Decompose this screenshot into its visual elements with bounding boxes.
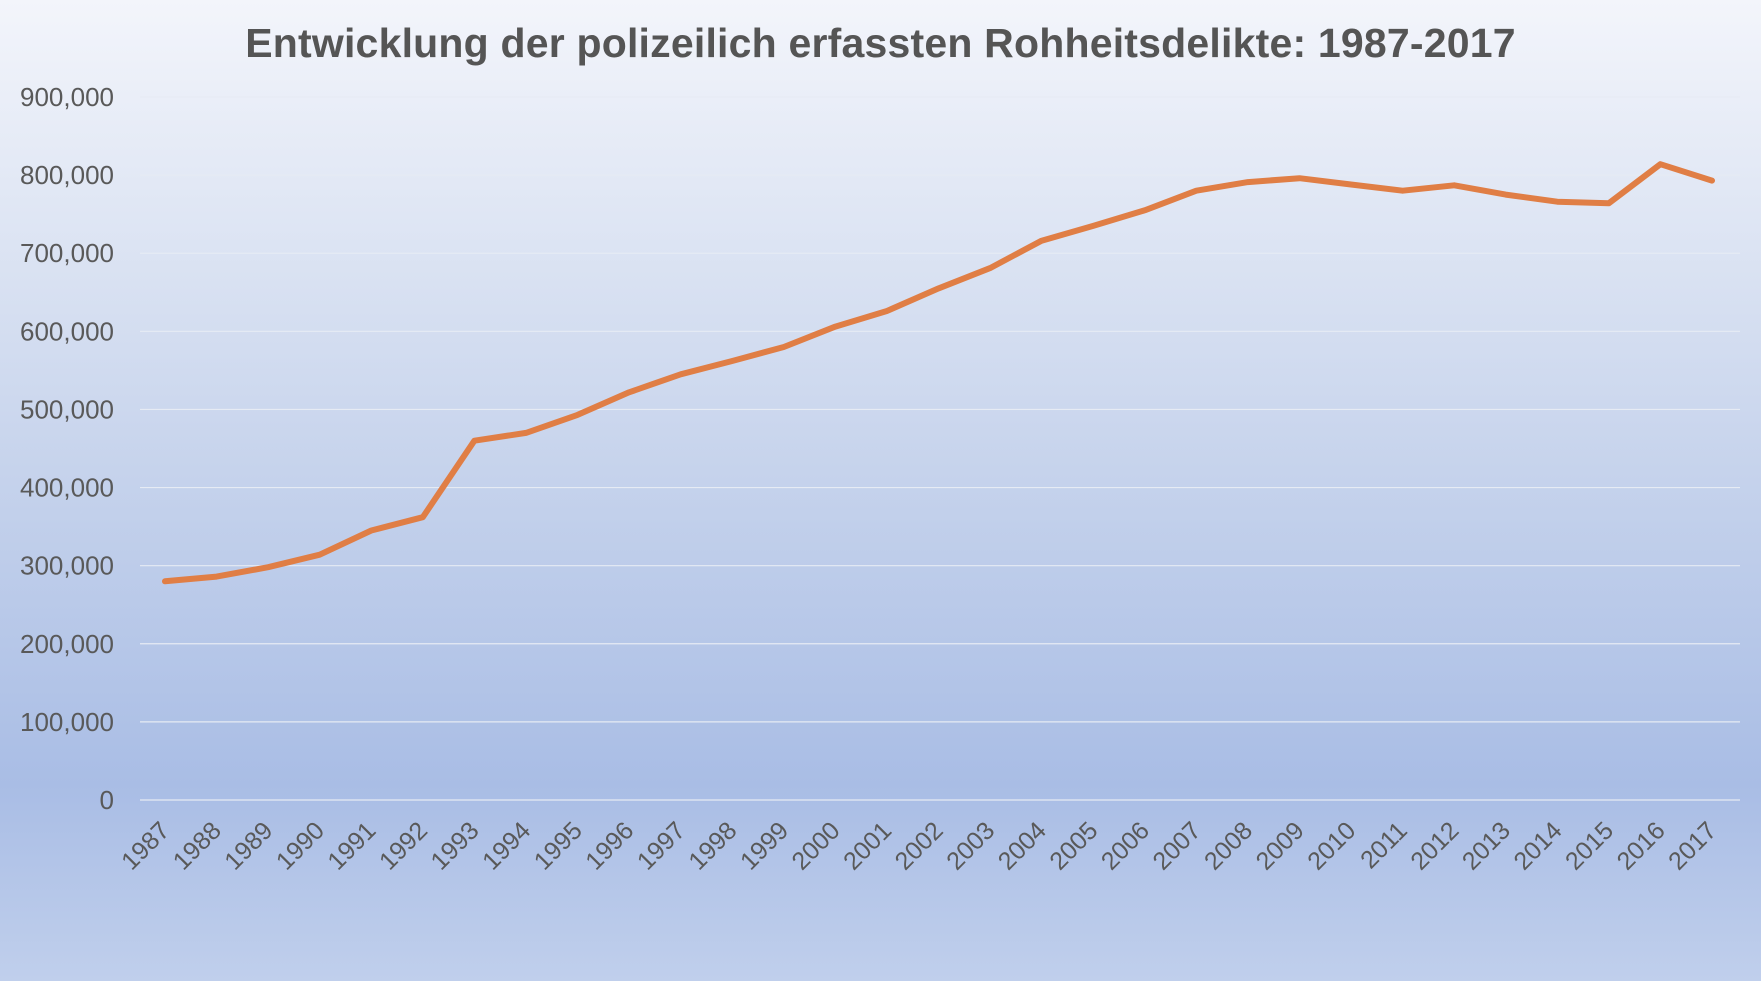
x-tick-label: 1996 (580, 816, 639, 875)
series-line (162, 161, 1715, 585)
x-tick-label: 1991 (322, 816, 381, 875)
x-tick-label: 2009 (1251, 816, 1310, 875)
x-tick-label: 2000 (786, 816, 845, 875)
y-tick-label: 500,000 (20, 394, 114, 424)
x-tick-label: 2012 (1405, 816, 1464, 875)
x-tick-label: 2006 (1096, 816, 1155, 875)
x-tick-label: 2011 (1355, 816, 1413, 874)
x-tick-label: 2003 (941, 816, 1000, 875)
x-tick-label: 2013 (1457, 816, 1516, 875)
x-tick-label: 1998 (683, 816, 742, 875)
y-tick-label: 600,000 (20, 316, 114, 346)
x-tick-label: 2010 (1302, 816, 1361, 875)
x-tick-label: 1987 (116, 816, 175, 875)
x-tick-label: 2016 (1612, 816, 1671, 875)
chart-title: Entwicklung der polizeilich erfassten Ro… (245, 20, 1516, 66)
y-tick-label: 900,000 (20, 82, 114, 112)
x-tick-label: 2017 (1663, 816, 1722, 875)
y-tick-label: 100,000 (20, 707, 114, 737)
x-tick-label: 1989 (219, 816, 278, 875)
y-tick-label: 700,000 (20, 238, 114, 268)
y-tick-label: 400,000 (20, 473, 114, 503)
x-tick-label: 2005 (1044, 816, 1103, 875)
y-tick-label: 300,000 (20, 551, 114, 581)
x-tick-label: 2004 (993, 816, 1052, 875)
x-tick-label: 1990 (271, 816, 330, 875)
x-tick-label: 1994 (477, 816, 536, 875)
x-tick-label: 2007 (1147, 816, 1206, 875)
x-tick-label: 2014 (1508, 816, 1567, 875)
x-tick-label: 1993 (426, 816, 485, 875)
y-tick-label: 200,000 (20, 629, 114, 659)
y-tick-label: 0 (100, 785, 114, 815)
x-tick-label: 2002 (890, 816, 949, 875)
x-tick-label: 1999 (735, 816, 794, 875)
x-tick-label: 1992 (374, 816, 433, 875)
x-tick-label: 2001 (838, 816, 897, 875)
x-tick-label: 2015 (1560, 816, 1619, 875)
x-tick-label: 1995 (529, 816, 588, 875)
x-tick-label: 1988 (168, 816, 227, 875)
y-tick-label: 800,000 (20, 160, 114, 190)
x-tick-label: 1997 (632, 816, 691, 875)
x-tick-label: 2008 (1199, 816, 1258, 875)
